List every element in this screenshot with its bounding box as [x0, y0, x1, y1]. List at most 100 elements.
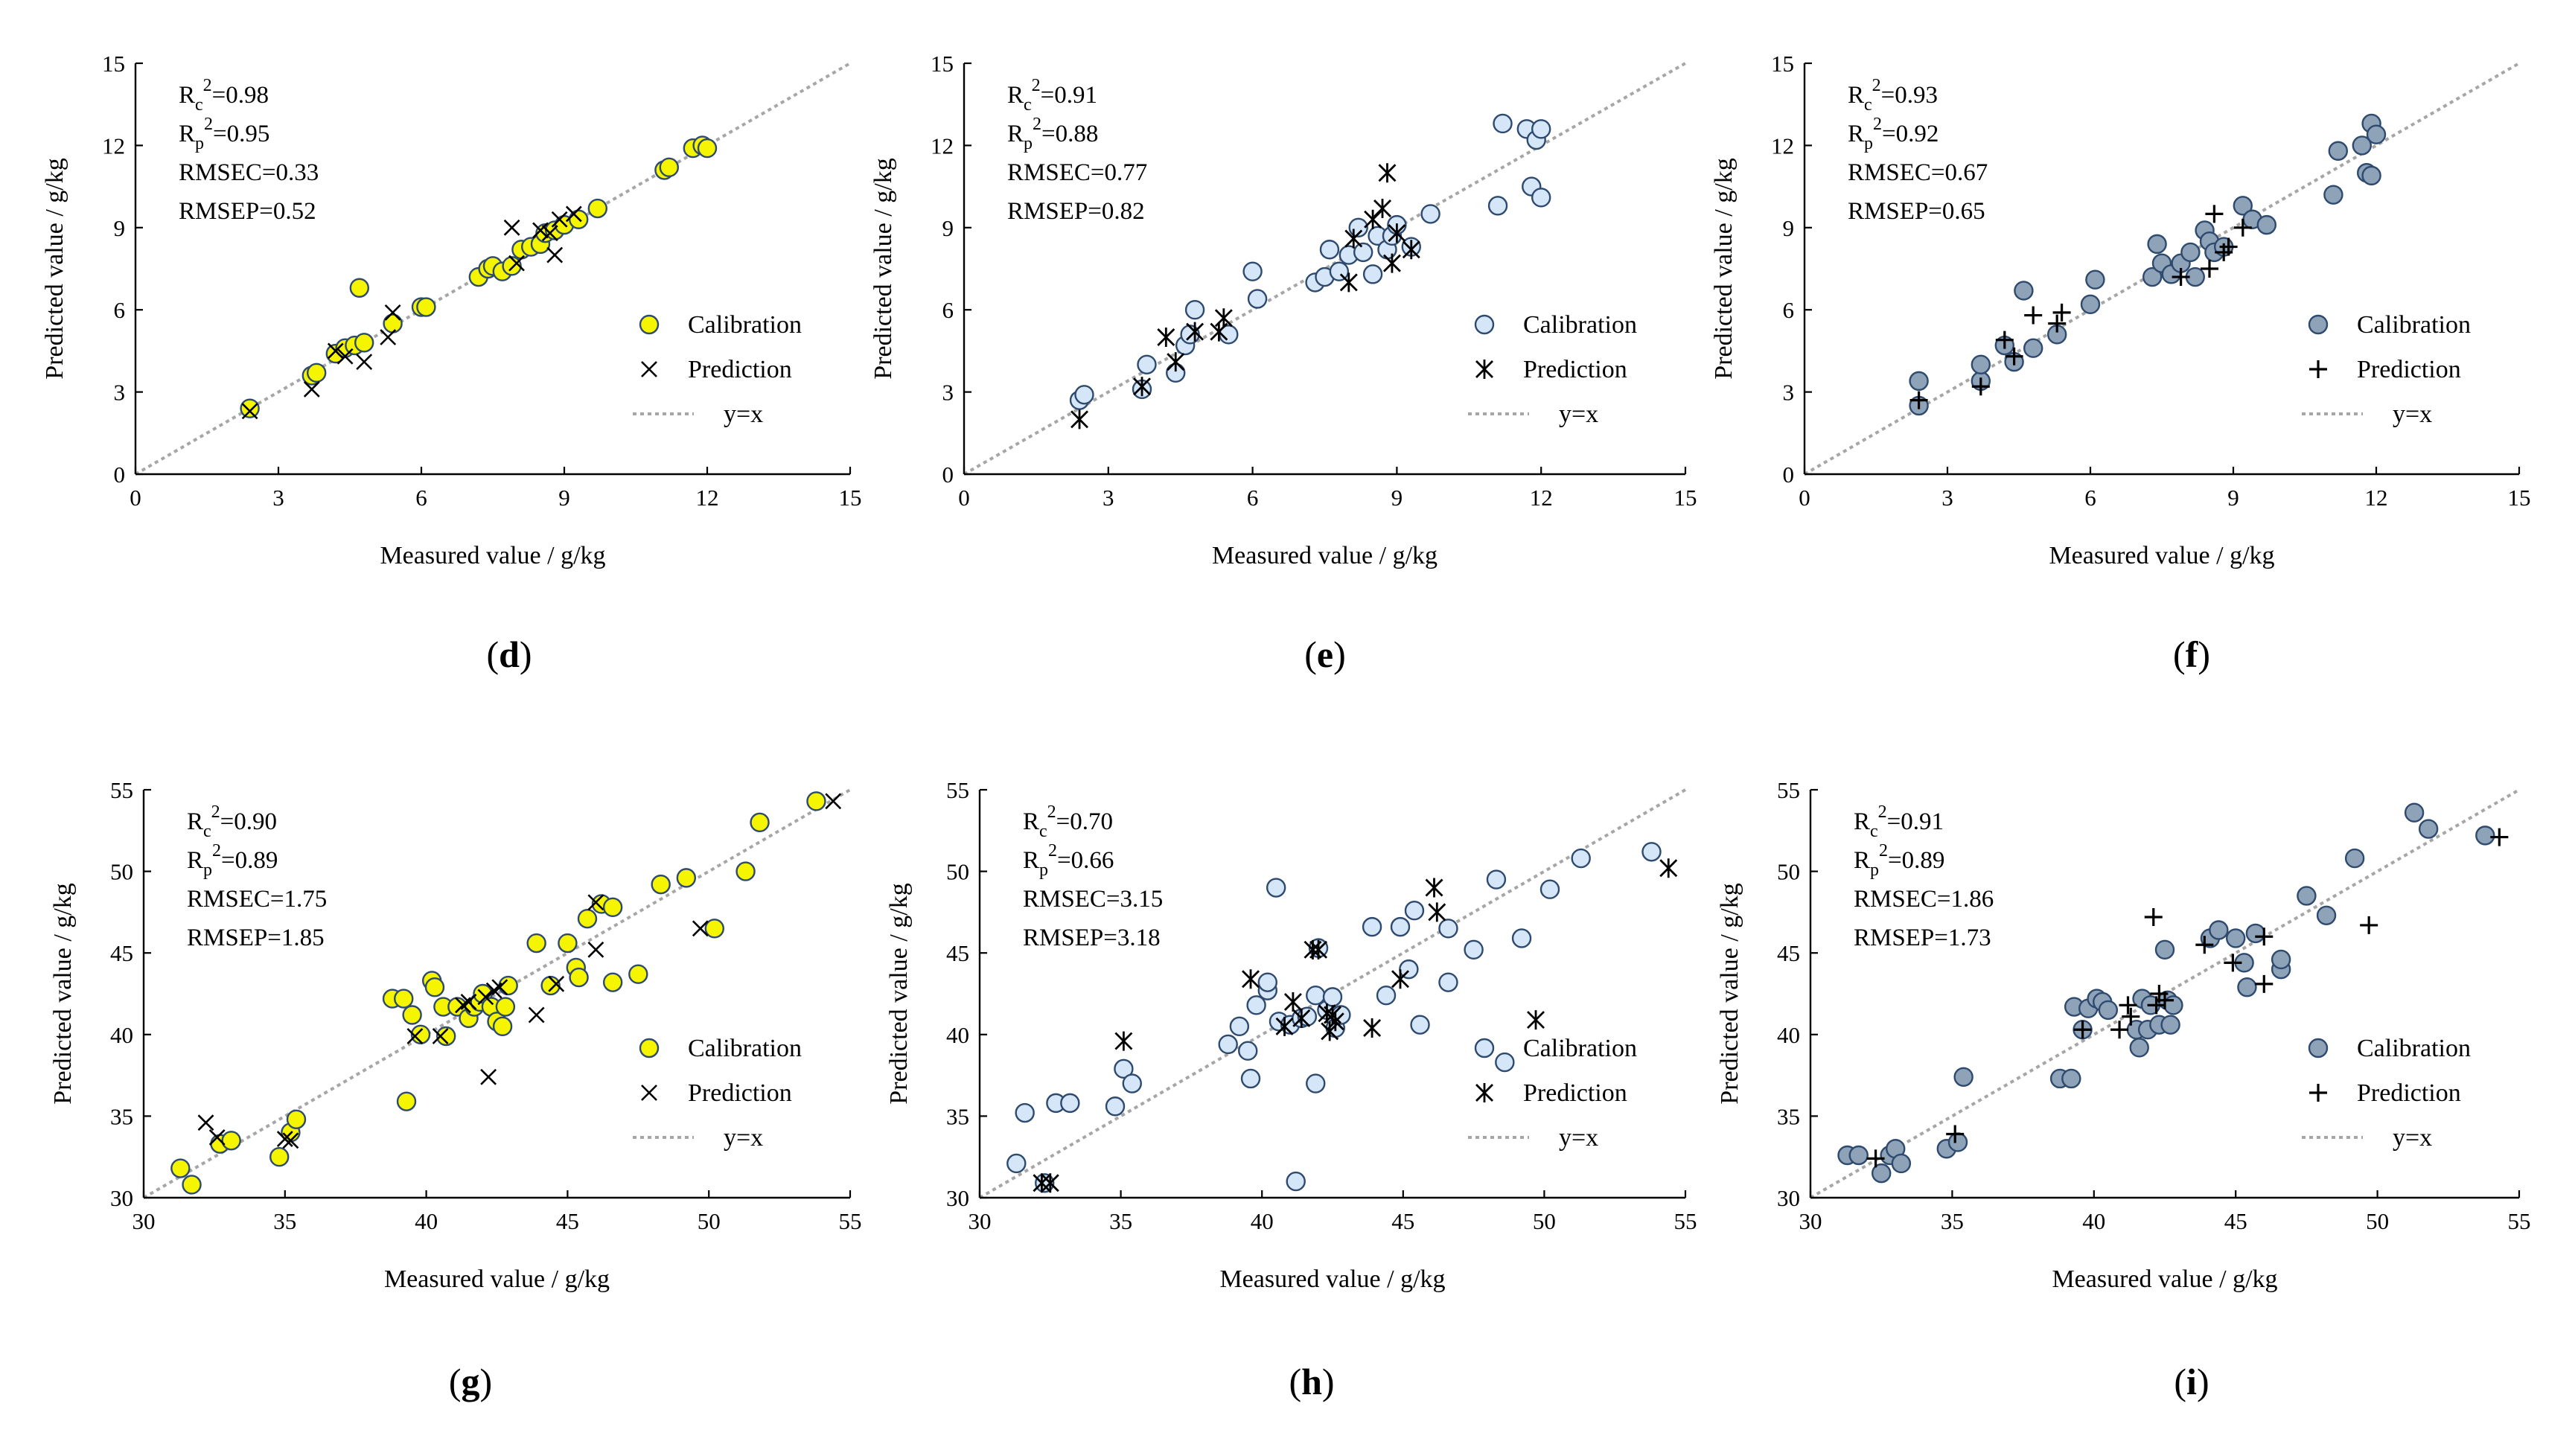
- legend-calibration-label: Calibration: [2357, 311, 2471, 339]
- stat-rp2-value: 0.92: [1896, 121, 1939, 147]
- prediction-point: [2195, 936, 2214, 954]
- x-tick-label: 50: [698, 1208, 721, 1234]
- prediction-point: [2156, 991, 2174, 1009]
- legend-calibration-label: Calibration: [688, 1035, 802, 1062]
- legend-calibration-label: Calibration: [688, 311, 802, 339]
- y-tick-label: 45: [946, 940, 969, 966]
- series-prediction: [1909, 205, 2252, 409]
- legend-prediction-label: Prediction: [688, 356, 792, 383]
- legend-prediction-marker: [2309, 360, 2327, 378]
- calibration-point: [402, 1005, 422, 1025]
- prediction-point: [1339, 272, 1358, 293]
- calibration-point: [558, 933, 578, 954]
- prediction-point: [1373, 199, 1392, 219]
- prediction-point: [1309, 939, 1328, 960]
- calibration-point: [435, 1026, 456, 1047]
- legend-calibration-marker: [1474, 314, 1495, 335]
- prediction-point: [1659, 858, 1678, 878]
- stat-rmsec: RMSEC=0.77: [1007, 159, 1147, 186]
- calibration-point: [569, 967, 589, 988]
- prediction-point: [406, 1028, 424, 1044]
- legend-ref-label: y=x: [2393, 1124, 2432, 1152]
- prediction-point: [1214, 308, 1233, 328]
- prediction-point: [692, 920, 709, 937]
- reference-line: [1810, 788, 2520, 1199]
- prediction-point: [1114, 1031, 1133, 1051]
- prediction-point: [2490, 828, 2509, 846]
- x-tick-label: 12: [1530, 485, 1553, 511]
- legend-prediction-label: Prediction: [1523, 1079, 1627, 1107]
- legend: Calibration Prediction y=x: [2302, 1035, 2471, 1152]
- x-tick-label: 3: [272, 485, 284, 511]
- prediction-point: [1971, 377, 1990, 396]
- calibration-point: [1539, 879, 1560, 899]
- prediction-point: [1382, 253, 1401, 273]
- calibration-point: [2209, 920, 2229, 940]
- legend-prediction-marker: [1475, 360, 1493, 379]
- calibration-point: [697, 138, 718, 159]
- prediction-point: [587, 894, 604, 911]
- prediction-point: [587, 941, 604, 958]
- stat-rp2: Rp2=0.89: [1854, 841, 1944, 880]
- x-tick-label: 55: [1674, 1208, 1697, 1234]
- stat-rmsep: RMSEP=0.52: [179, 198, 316, 225]
- panel-letter: f: [2186, 633, 2199, 675]
- prediction-point: [1242, 969, 1260, 989]
- calibration-point: [1848, 1145, 1869, 1166]
- legend-prediction-label: Prediction: [1523, 356, 1627, 383]
- prediction-point: [336, 348, 354, 365]
- y-tick-label: 0: [1783, 462, 1795, 488]
- calibration-point: [221, 1131, 241, 1151]
- y-tick-label: 15: [102, 51, 125, 77]
- y-axis-label: Predicted value / g/kg: [1710, 158, 1738, 379]
- prediction-point: [1275, 1016, 1294, 1036]
- prediction-point: [2005, 347, 2023, 365]
- prediction-point: [503, 219, 520, 236]
- calibration-point: [736, 861, 756, 881]
- prediction-point: [548, 975, 565, 992]
- y-tick-label: 6: [1783, 297, 1795, 323]
- y-tick-label: 45: [110, 940, 133, 966]
- calibration-point: [1571, 848, 1591, 869]
- panel-letter: d: [499, 633, 520, 675]
- prediction-point: [1344, 229, 1363, 249]
- x-tick-label: 9: [2227, 485, 2239, 511]
- calibration-point: [577, 908, 598, 929]
- reference-line: [142, 788, 852, 1199]
- legend: Calibration Prediction y=x: [2302, 311, 2471, 428]
- prediction-point: [1946, 1125, 1965, 1143]
- y-tick-label: 35: [946, 1103, 969, 1129]
- prediction-point: [1324, 1005, 1341, 1025]
- prediction-point: [1363, 1018, 1382, 1038]
- calibration-point: [628, 964, 648, 984]
- calibration-point: [2023, 338, 2043, 358]
- prediction-point: [508, 255, 525, 272]
- prediction-point: [460, 994, 477, 1010]
- calibration-point: [2129, 1038, 2149, 1058]
- x-tick-label: 50: [1533, 1208, 1556, 1234]
- stat-rmsec: RMSEC=0.67: [1848, 159, 1988, 186]
- prediction-point: [1033, 1173, 1051, 1193]
- y-axis-label: Predicted value / g/kg: [869, 158, 897, 379]
- prediction-point: [208, 1128, 226, 1146]
- calibration-point: [2237, 977, 2257, 997]
- calibration-point: [307, 363, 327, 383]
- legend-calibration-label: Calibration: [1523, 1035, 1637, 1062]
- calibration-point: [1871, 1163, 1892, 1184]
- calibration-point: [587, 198, 607, 219]
- legend-ref-label: y=x: [1559, 1124, 1598, 1152]
- stat-rp2-value: 0.89: [1902, 847, 1945, 874]
- calibration-point: [2233, 196, 2253, 216]
- calibration-point: [1531, 119, 1551, 139]
- calibration-point: [659, 157, 679, 178]
- prediction-point: [2122, 1007, 2140, 1026]
- y-tick-label: 9: [114, 215, 126, 241]
- stat-rc2: Rc2=0.91: [1854, 802, 1944, 841]
- prediction-point: [551, 211, 568, 228]
- calibration-point: [1641, 842, 1662, 862]
- calibration-point: [2147, 234, 2167, 255]
- x-axis-label: Measured value / g/kg: [2052, 1265, 2277, 1293]
- legend-calibration-marker: [639, 1038, 660, 1059]
- calibration-point: [269, 1146, 290, 1167]
